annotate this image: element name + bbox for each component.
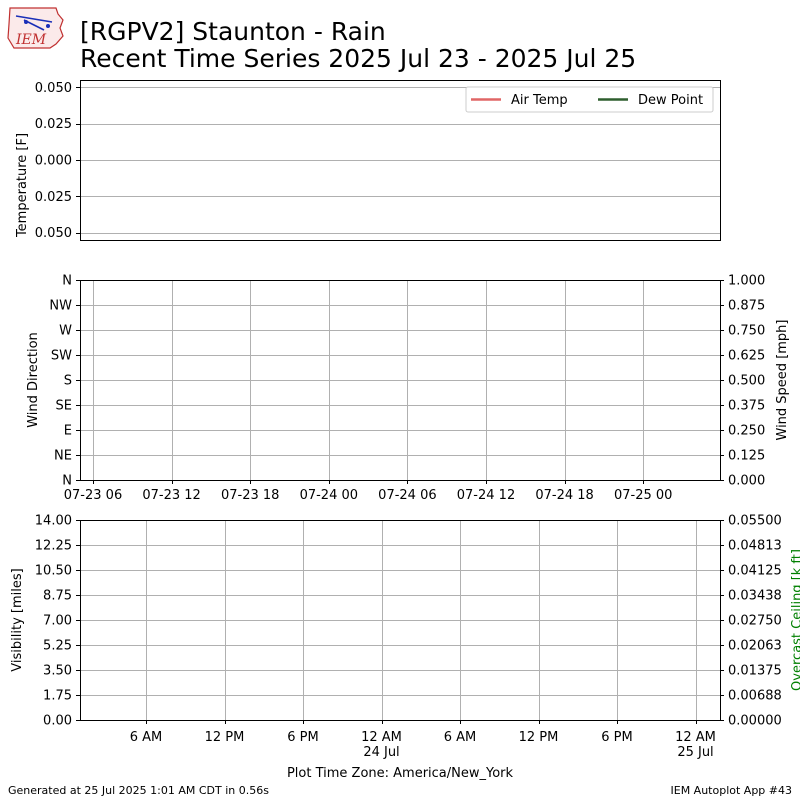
time-x-tick-label: 12 AM bbox=[675, 730, 716, 745]
wind-x-tick-label: 07-24 18 bbox=[535, 488, 593, 503]
legend: Air Temp Dew Point bbox=[465, 86, 714, 113]
time-x-tick-date: 25 Jul bbox=[677, 745, 713, 760]
ceiling-tick-label: 0.00688 bbox=[728, 689, 782, 704]
legend-air-temp-label: Air Temp bbox=[511, 93, 568, 108]
wind-speed-tick-label: 0.750 bbox=[728, 324, 765, 339]
temperature-tick-label: 0.050 bbox=[35, 81, 72, 96]
wind-speed-tick-label: 0.875 bbox=[728, 299, 765, 314]
wind-x-tick-label: 07-23 06 bbox=[64, 488, 122, 503]
temperature-plot-frame bbox=[80, 80, 721, 241]
wind-direction-tick-label: SE bbox=[56, 399, 72, 414]
wind-x-tick-label: 07-24 06 bbox=[378, 488, 436, 503]
ceiling-tick-label: 0.02750 bbox=[728, 614, 782, 629]
visibility-tick-label: 10.50 bbox=[35, 564, 72, 579]
ceiling-tick-label: 0.00000 bbox=[728, 714, 782, 729]
wind-direction-tick-label: S bbox=[64, 374, 72, 389]
visibility-tick-label: 8.75 bbox=[43, 589, 72, 604]
wind-direction-tick-label: E bbox=[64, 424, 72, 439]
visibility-tick-label: 0.00 bbox=[43, 714, 72, 729]
temperature-panel: 0.050 0.025 0.000 0.025 0.050 Temperature [F… bbox=[15, 80, 721, 241]
wind-x-tick-label: 07-24 12 bbox=[457, 488, 515, 503]
temperature-tick-label: 0.050 bbox=[35, 226, 72, 241]
time-x-tick-label: 6 AM bbox=[130, 730, 163, 745]
visibility-tick-label: 3.50 bbox=[43, 664, 72, 679]
visibility-tick-label: 5.25 bbox=[43, 639, 72, 654]
ceiling-tick-label: 0.04813 bbox=[728, 539, 782, 554]
ceiling-ticks: 0.05500 0.04813 0.04125 0.03438 0.02750 0.020… bbox=[720, 514, 782, 729]
wind-speed-tick-label: 0.125 bbox=[728, 449, 765, 464]
visibility-tick-label: 7.00 bbox=[43, 614, 72, 629]
visibility-panel: 14.0012.2510.508.757.005.253.501.750.00 … bbox=[10, 514, 800, 782]
wind-speed-tick-label: 0.375 bbox=[728, 399, 765, 414]
ceiling-tick-label: 0.04125 bbox=[728, 564, 782, 579]
time-x-tick-date: 24 Jul bbox=[363, 745, 399, 760]
visibility-tick-label: 12.25 bbox=[35, 539, 72, 554]
temperature-y-axis-label: Temperature [F] bbox=[15, 133, 30, 238]
wind-speed-tick-label: 0.500 bbox=[728, 374, 765, 389]
wind-direction-ticks: N NW W SW S SE E NE N bbox=[49, 274, 80, 489]
wind-direction-tick-label: N bbox=[62, 474, 72, 489]
visibility-tick-label: 1.75 bbox=[43, 689, 72, 704]
generated-footer: Generated at 25 Jul 2025 1:01 AM CDT in … bbox=[8, 784, 269, 797]
wind-direction-tick-label: NE bbox=[54, 449, 72, 464]
time-x-tick-label: 12 PM bbox=[519, 730, 559, 745]
time-x-tick-label: 12 AM bbox=[361, 730, 402, 745]
wind-direction-axis-label: Wind Direction bbox=[26, 332, 41, 428]
ceiling-tick-label: 0.02063 bbox=[728, 639, 782, 654]
visibility-ticks: 14.00 12.25 10.50 8.75 7.00 5.25 3.50 1.75 0.00 bbox=[35, 514, 80, 729]
time-x-tick-label: 6 AM bbox=[444, 730, 477, 745]
chart-title-line1: [RGPV2] Staunton - Rain bbox=[80, 17, 386, 46]
wind-direction-tick-label: SW bbox=[51, 349, 72, 364]
ceiling-tick-label: 0.05500 bbox=[728, 514, 782, 529]
x-axis-label: Plot Time Zone: America/New_York bbox=[287, 766, 514, 781]
wind-x-tick-label: 07-25 00 bbox=[614, 488, 672, 503]
logo-text: IEM bbox=[15, 32, 47, 48]
wind-direction-tick-label: NW bbox=[49, 299, 72, 314]
wind-speed-tick-label: 0.625 bbox=[728, 349, 765, 364]
temperature-y-ticks: 0.050 0.025 0.000 0.025 0.050 bbox=[35, 81, 80, 241]
ceiling-axis-label: Overcast Ceiling [k ft] bbox=[790, 549, 800, 691]
wind-direction-tick-label: W bbox=[59, 324, 72, 339]
wind-speed-tick-label: 1.000 bbox=[728, 274, 765, 289]
legend-dew-point-label: Dew Point bbox=[638, 93, 703, 108]
time-x-tick-label: 12 PM bbox=[205, 730, 245, 745]
wind-x-tick-label: 07-23 18 bbox=[221, 488, 279, 503]
app-footer: IEM Autoplot App #43 bbox=[671, 784, 793, 797]
wind-direction-tick-label: N bbox=[62, 274, 72, 289]
wind-speed-tick-label: 0.000 bbox=[728, 474, 765, 489]
visibility-tick-label: 14.00 bbox=[35, 514, 72, 529]
temperature-tick-label: 0.025 bbox=[35, 190, 72, 205]
wind-grid bbox=[80, 280, 720, 481]
iem-logo: IEM bbox=[7, 7, 64, 49]
time-x-tick-label: 6 PM bbox=[287, 730, 318, 745]
ceiling-tick-label: 0.01375 bbox=[728, 664, 782, 679]
wind-speed-tick-label: 0.250 bbox=[728, 424, 765, 439]
wind-x-ticks: 07-23 06 07-23 12 07-23 18 07-24 00 07-24 06… bbox=[64, 480, 672, 503]
time-x-tick-label: 6 PM bbox=[601, 730, 632, 745]
temperature-grid bbox=[80, 87, 720, 234]
wind-speed-ticks: 1.000 0.875 0.750 0.625 0.500 0.375 0.250 0.125… bbox=[720, 274, 765, 489]
wind-speed-axis-label: Wind Speed [mph] bbox=[775, 320, 790, 441]
wind-x-tick-label: 07-23 12 bbox=[142, 488, 200, 503]
wind-x-tick-label: 07-24 00 bbox=[300, 488, 358, 503]
ceiling-tick-label: 0.03438 bbox=[728, 589, 782, 604]
visibility-grid bbox=[80, 520, 720, 721]
visibility-axis-label: Visibility [miles] bbox=[10, 568, 25, 671]
temperature-tick-label: 0.025 bbox=[35, 117, 72, 132]
chart-title-line2: Recent Time Series 2025 Jul 23 - 2025 Ju… bbox=[80, 44, 636, 73]
temperature-tick-label: 0.000 bbox=[35, 154, 72, 169]
wind-panel: N NW W SW S SE E NE N 1.000 0.875 0.750 0.625 0.500 0… bbox=[26, 274, 790, 504]
